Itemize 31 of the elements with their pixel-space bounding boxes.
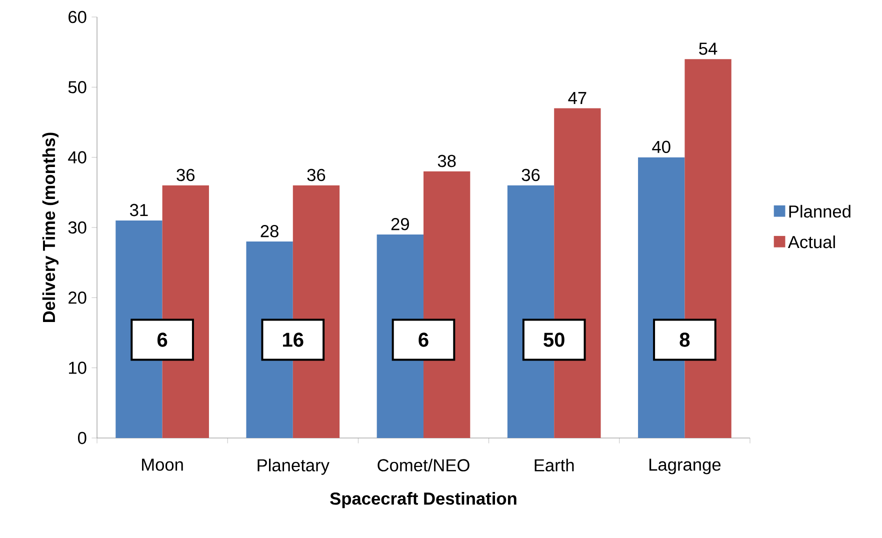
- annotation: 8: [680, 332, 690, 347]
- x-tick-label: Comet/NEO: [378, 458, 470, 472]
- data-label: 40: [652, 140, 670, 154]
- data-label: 47: [568, 92, 586, 104]
- data-label: 36: [176, 168, 195, 182]
- y-tick-label: 20: [68, 292, 86, 304]
- x-axis-title: Spacecraft Destination: [330, 492, 516, 508]
- x-tick-label: Lagrange: [649, 458, 721, 474]
- data-label: 36: [522, 168, 540, 182]
- annotation: 50: [544, 332, 564, 347]
- x-tick-label: Planetary: [258, 458, 330, 475]
- y-tick-label: 30: [68, 221, 86, 234]
- y-tick-label: 60: [68, 10, 86, 24]
- x-tick-label: Moon: [142, 458, 183, 471]
- y-tick-label: 0: [78, 432, 86, 444]
- annotation: 6: [418, 332, 428, 347]
- legend-label: Actual: [788, 235, 835, 248]
- data-label: 28: [260, 224, 278, 238]
- data-label: 36: [307, 168, 326, 182]
- data-label: 54: [699, 42, 718, 55]
- data-label: 31: [130, 204, 148, 216]
- annotation: 16: [283, 332, 304, 347]
- legend-label: Planned: [789, 204, 850, 218]
- data-label: 38: [438, 154, 456, 168]
- y-tick-label: 10: [69, 362, 86, 374]
- y-tick-label: 40: [68, 151, 86, 164]
- x-tick-label: Earth: [534, 458, 574, 472]
- y-axis-title: Delivery Time (months): [42, 132, 59, 322]
- data-label: 29: [391, 218, 409, 230]
- y-tick-label: 50: [68, 81, 86, 94]
- annotation: 6: [157, 332, 168, 347]
